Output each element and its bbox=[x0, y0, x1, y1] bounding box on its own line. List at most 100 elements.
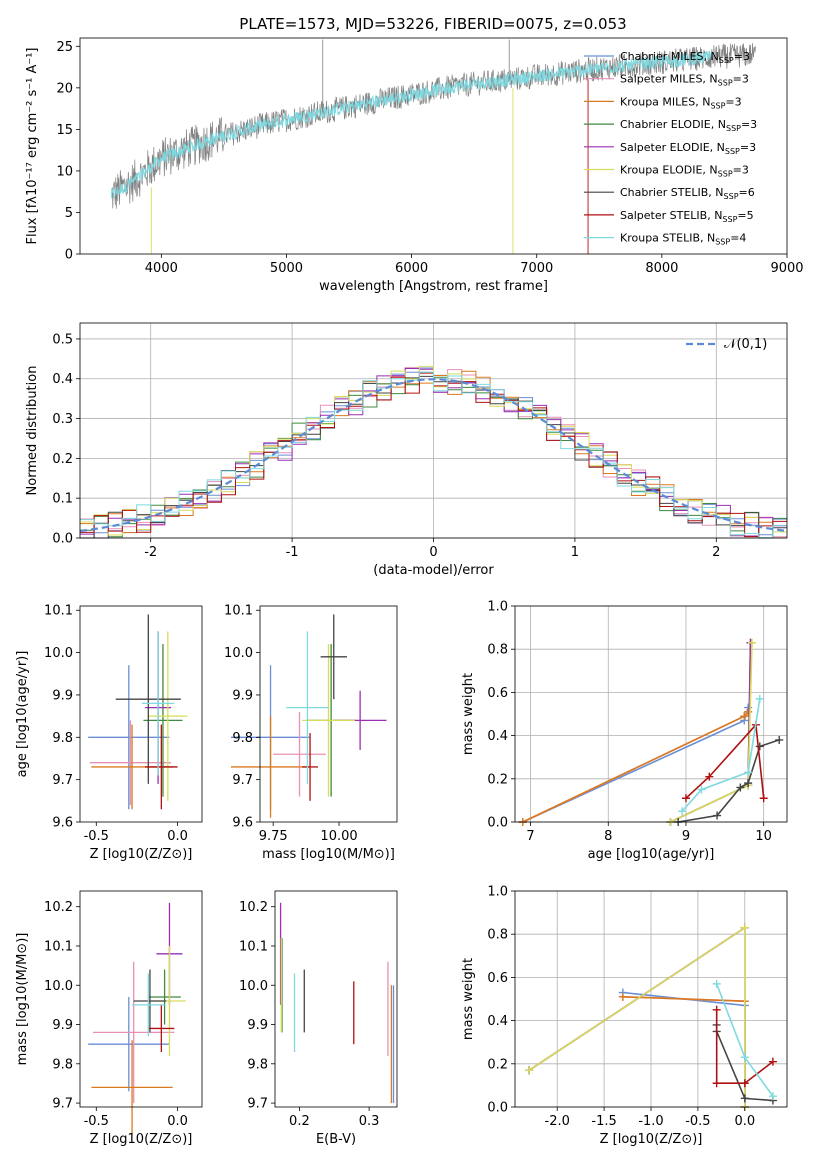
y-tick-label: 9.8 bbox=[52, 731, 73, 746]
weight-marker bbox=[712, 1005, 721, 1014]
mass_vs_Z-axes: -0.5 0.0 9.7 9.8 9.9 10.0 10.1 10.2 Z [log10(Z/Z… bbox=[15, 890, 203, 1147]
residual_histogram-marks bbox=[79, 365, 788, 539]
y-tick-label: 0 bbox=[65, 248, 73, 263]
y-tick-label: 0.2 bbox=[487, 772, 508, 787]
x-tick-label: 9000 bbox=[770, 261, 803, 276]
y-tick-label: 0.8 bbox=[487, 928, 508, 943]
axes-frame bbox=[274, 890, 398, 1108]
y-tick-label: 0.2 bbox=[52, 452, 73, 467]
y-tick-label: 9.9 bbox=[52, 1018, 73, 1033]
weight-marker bbox=[755, 694, 764, 703]
weight-marker bbox=[740, 923, 749, 932]
x-axis-label: Z [log10(Z/Z⊙)] bbox=[90, 847, 193, 862]
weight-marker bbox=[618, 992, 627, 1001]
x-tick-label: -0.5 bbox=[84, 829, 109, 844]
age_vs_Z-marks bbox=[88, 614, 188, 810]
weight-line bbox=[715, 1009, 774, 1084]
data-spectrum bbox=[111, 43, 756, 209]
x-tick-label: -0.5 bbox=[685, 1114, 710, 1129]
y-axis-label: age [log10(age/yr)] bbox=[15, 651, 30, 778]
x-tick-label: -1.0 bbox=[638, 1114, 663, 1129]
residual_histogram-axes: -2 -1 0 1 2 0.0 0.1 0.2 0.3 0.4 0.5 (data-model)/er… bbox=[25, 322, 788, 578]
y-tick-label: 9.9 bbox=[232, 688, 253, 703]
y-tick-label: 25 bbox=[56, 40, 73, 55]
y-tick-label: 10.0 bbox=[239, 979, 268, 994]
mass_vs_Z-marks bbox=[88, 902, 186, 1135]
x-tick-label: 7 bbox=[526, 829, 534, 844]
legend-label: Kroupa MILES, NSSP=3 bbox=[620, 95, 742, 110]
weight-marker bbox=[678, 807, 687, 816]
histogram-step bbox=[80, 371, 787, 539]
legend-label: Salpeter ELODIE, NSSP=3 bbox=[620, 141, 756, 156]
weight-marker bbox=[736, 783, 745, 792]
axes-frame bbox=[259, 605, 398, 823]
weight-line bbox=[528, 926, 746, 1107]
y-tick-label: 0.1 bbox=[52, 492, 73, 507]
weight-line bbox=[528, 926, 746, 1107]
y-tick-label: 0.3 bbox=[52, 412, 73, 427]
weight-marker bbox=[768, 1092, 777, 1101]
y-tick-label: 0.0 bbox=[487, 1101, 508, 1116]
weight-line bbox=[522, 707, 749, 823]
weight-line bbox=[528, 926, 746, 1107]
weight-marker bbox=[744, 768, 753, 777]
legend-label: Salpeter MILES, NSSP=3 bbox=[620, 73, 749, 88]
y-tick-label: 9.8 bbox=[52, 1057, 73, 1072]
y-axis-label: mass weight bbox=[461, 673, 476, 755]
y-axis-label: mass [log10(M/M⊙)] bbox=[15, 933, 30, 1066]
weight-marker bbox=[775, 735, 784, 744]
y-tick-label: 0.2 bbox=[487, 1057, 508, 1072]
spectrum-legend: Chabrier MILES, NSSP=3 Salpeter MILES, NS… bbox=[584, 50, 757, 247]
x-tick-label: 2 bbox=[712, 545, 720, 560]
axes-frame bbox=[514, 890, 788, 1108]
mass_weight_vs_Z-marks bbox=[525, 923, 777, 1111]
axes-frame bbox=[79, 605, 203, 823]
weight-line bbox=[622, 996, 746, 1107]
y-tick-label: 0.0 bbox=[487, 816, 508, 831]
spectrum-axes: 4000 5000 6000 7000 8000 9000 0 5 10 15 20 25 wavele… bbox=[25, 37, 804, 294]
weight-marker bbox=[740, 1079, 749, 1088]
axes-frame bbox=[514, 605, 788, 823]
weight-line bbox=[622, 996, 746, 1107]
y-tick-label: 1.0 bbox=[487, 885, 508, 900]
x-tick-label: 8 bbox=[604, 829, 612, 844]
axes-frame bbox=[79, 890, 203, 1108]
y-tick-label: 5 bbox=[65, 206, 73, 221]
y-axis-label: mass weight bbox=[461, 958, 476, 1040]
axes-frame bbox=[79, 37, 788, 255]
legend-label: Kroupa ELODIE, NSSP=3 bbox=[620, 164, 749, 179]
y-tick-label: 9.6 bbox=[232, 816, 253, 831]
weight-marker bbox=[712, 1079, 721, 1088]
y-tick-label: 1.0 bbox=[487, 600, 508, 615]
weight-marker bbox=[759, 794, 768, 803]
y-tick-label: 10.1 bbox=[44, 604, 73, 619]
y-tick-label: 0.4 bbox=[52, 372, 73, 387]
weight-marker bbox=[740, 712, 749, 721]
x-tick-label: -1.5 bbox=[591, 1114, 616, 1129]
x-tick-label: -2 bbox=[144, 545, 157, 560]
y-tick-label: 9.9 bbox=[52, 688, 73, 703]
y-tick-label: 10.1 bbox=[44, 939, 73, 954]
model-spectrum bbox=[110, 50, 713, 199]
x-axis-label: wavelength [Angstrom, rest frame] bbox=[319, 279, 548, 294]
y-tick-label: 0.5 bbox=[52, 332, 73, 347]
x-axis-label: mass [log10(M/M⊙)] bbox=[262, 847, 395, 862]
y-tick-label: 9.6 bbox=[52, 816, 73, 831]
legend-label: Chabrier STELIB, NSSP=6 bbox=[620, 186, 755, 201]
y-tick-label: 0.4 bbox=[487, 729, 508, 744]
y-tick-label: 10.1 bbox=[224, 604, 253, 619]
x-tick-label: 0.3 bbox=[359, 1114, 380, 1129]
x-tick-label: 0.2 bbox=[289, 1114, 310, 1129]
x-tick-label: 0 bbox=[429, 545, 437, 560]
y-tick-label: 10.0 bbox=[224, 646, 253, 661]
y-tick-label: 10.2 bbox=[44, 900, 73, 915]
x-axis-label: age [log10(age/yr)] bbox=[588, 847, 715, 862]
y-tick-label: 9.7 bbox=[52, 1097, 73, 1112]
y-tick-label: 9.7 bbox=[232, 773, 253, 788]
x-axis-label: Z [log10(Z/Z⊙)] bbox=[90, 1132, 193, 1147]
y-tick-label: 10 bbox=[56, 164, 73, 179]
x-tick-label: 10 bbox=[755, 829, 772, 844]
y-tick-label: 10.1 bbox=[239, 939, 268, 954]
x-tick-label: 9.75 bbox=[259, 829, 288, 844]
y-tick-label: 10.0 bbox=[44, 646, 73, 661]
